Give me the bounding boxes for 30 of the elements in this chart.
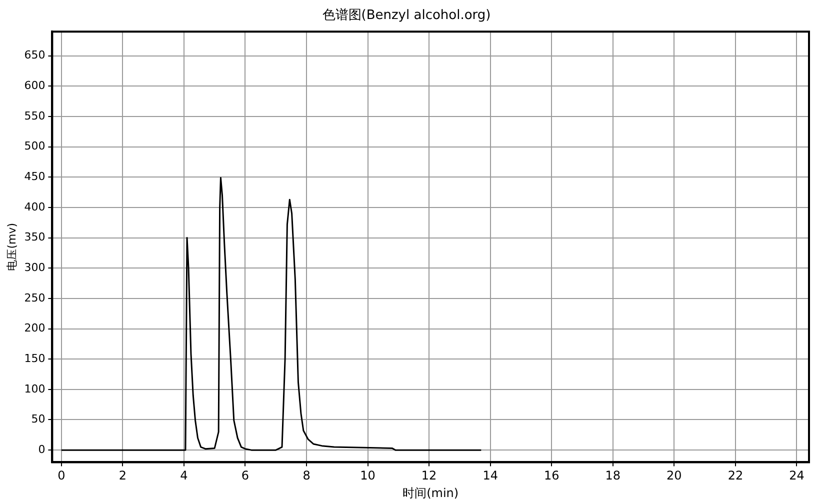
x-tick-label: 2 <box>118 468 126 483</box>
y-tick-label: 50 <box>31 412 46 426</box>
y-tick-label: 0 <box>38 442 46 456</box>
y-tick-label: 600 <box>24 79 46 92</box>
y-tick-label: 400 <box>24 200 46 214</box>
x-tick-label: 6 <box>241 468 250 483</box>
y-tick-label: 200 <box>24 322 46 335</box>
y-axis-title: 电压(mv) <box>5 222 18 271</box>
y-tick-label: 300 <box>24 260 46 274</box>
y-tick-label: 450 <box>24 170 46 184</box>
y-tick-label: 500 <box>24 140 46 153</box>
x-tick-label: 14 <box>482 468 498 483</box>
y-tick-label: 250 <box>24 291 46 304</box>
y-tick-label: 100 <box>24 382 46 396</box>
chart-title: 色谱图(Benzyl alcohol.org) <box>322 8 491 24</box>
x-tick-label: 12 <box>421 468 437 483</box>
x-tick-label: 18 <box>605 468 621 483</box>
y-tick-label: 150 <box>24 352 46 365</box>
x-tick-label: 24 <box>789 468 804 483</box>
x-tick-label: 8 <box>302 468 310 483</box>
x-tick-label: 22 <box>728 468 744 483</box>
y-tick-label: 350 <box>24 230 46 244</box>
y-tick-label: 650 <box>24 48 46 62</box>
x-tick-label: 4 <box>180 468 188 483</box>
y-tick-label: 550 <box>24 109 46 122</box>
x-tick-label: 20 <box>666 468 682 483</box>
x-tick-label: 0 <box>58 468 66 483</box>
x-tick-label: 10 <box>360 468 376 483</box>
x-tick-label: 16 <box>544 468 560 483</box>
x-axis-title: 时间(min) <box>402 486 459 500</box>
